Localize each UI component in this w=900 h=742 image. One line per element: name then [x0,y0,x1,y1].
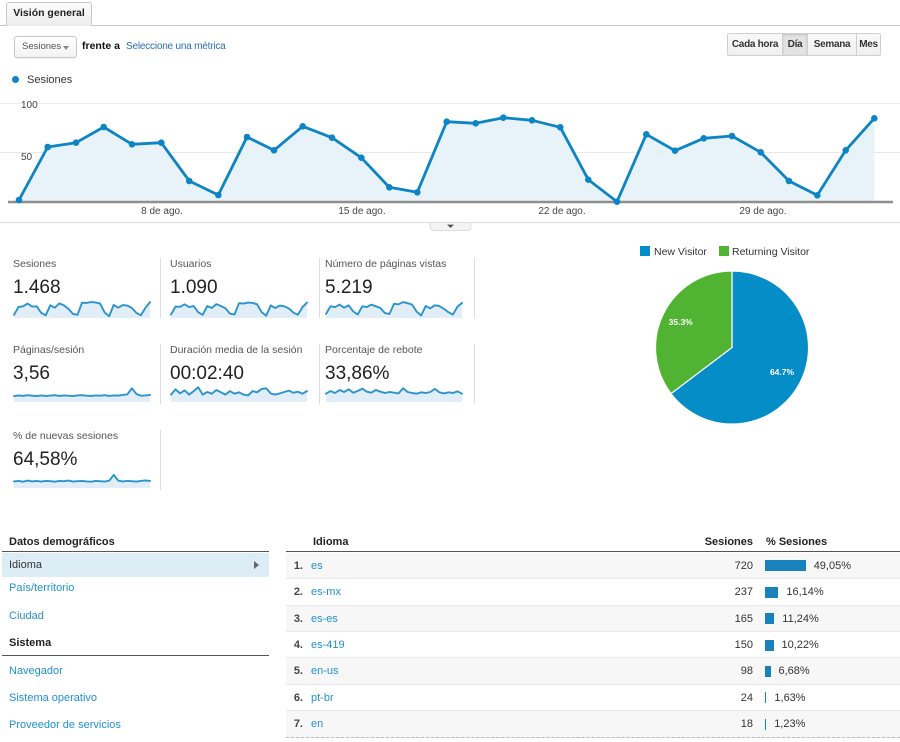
svg-text:100: 100 [21,100,38,111]
svg-text:8 de ago.: 8 de ago. [141,206,183,217]
svg-text:22 de ago.: 22 de ago. [538,206,585,217]
svg-text:29 de ago.: 29 de ago. [739,206,786,217]
svg-text:15 de ago.: 15 de ago. [338,206,385,217]
svg-text:64.7%: 64.7% [770,367,795,377]
svg-text:New Visitor: New Visitor [654,246,707,258]
svg-text:50: 50 [21,152,33,163]
svg-text:35.3%: 35.3% [669,317,694,327]
svg-text:Returning Visitor: Returning Visitor [732,246,810,258]
